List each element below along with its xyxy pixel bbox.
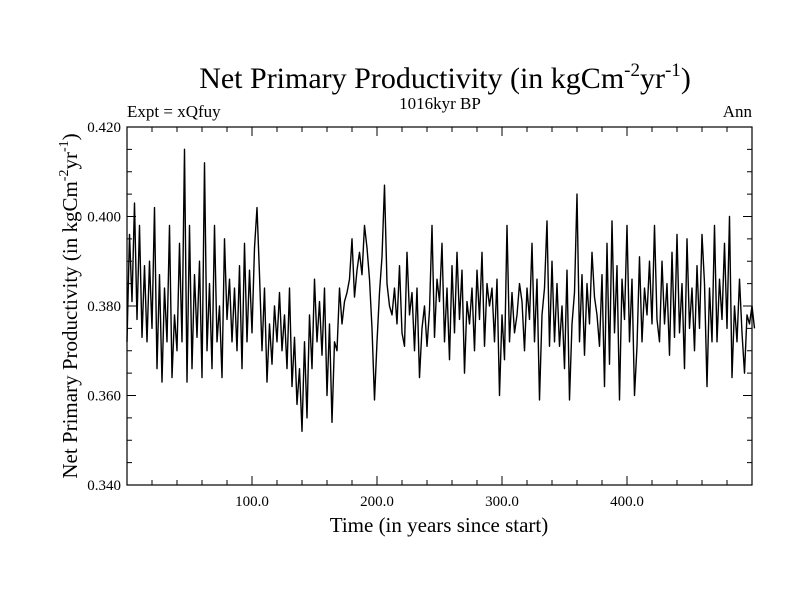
y-tick-label: 0.360 <box>87 389 121 405</box>
title-mid-text: yr <box>640 62 665 95</box>
x-tick-label: 200.0 <box>360 494 394 510</box>
period-label: 1016kyr BP <box>399 94 481 113</box>
x-axis-label: Time (in years since start) <box>330 513 549 537</box>
ylabel-main-text: Net Primary Productivity (in kgCm <box>58 181 82 478</box>
y-tick-label: 0.380 <box>87 299 121 315</box>
chart-title: Net Primary Productivity (in kgCm-2yr-1) <box>199 60 691 95</box>
ylabel-exponent-2: -1 <box>57 140 72 152</box>
y-tick-label: 0.420 <box>87 120 121 136</box>
title-main-text: Net Primary Productivity (in kgCm <box>199 62 624 95</box>
title-end-text: ) <box>681 62 691 95</box>
axis-ticks <box>127 127 752 485</box>
y-axis-label: Net Primary Productivity (in kgCm-2yr-1) <box>57 133 82 478</box>
y-tick-label: 0.340 <box>87 478 121 494</box>
ylabel-mid-text: yr <box>58 152 82 170</box>
x-tick-label: 100.0 <box>235 494 269 510</box>
title-exponent-1: -2 <box>624 60 640 81</box>
season-label: Ann <box>723 102 753 121</box>
title-exponent-2: -1 <box>665 60 681 81</box>
x-tick-label: 400.0 <box>610 494 644 510</box>
ylabel-end-text: ) <box>58 133 82 140</box>
ylabel-exponent-1: -2 <box>57 170 72 182</box>
axis-tick-labels: 100.0 200.0 300.0 400.0 0.340 0.360 0.380 0.400… <box>87 120 644 510</box>
x-tick-label: 300.0 <box>485 494 519 510</box>
y-tick-label: 0.400 <box>87 210 121 226</box>
experiment-label: Expt = xQfuy <box>127 102 221 121</box>
npp-series-line <box>126 148 756 432</box>
plot-area-frame <box>126 126 753 486</box>
